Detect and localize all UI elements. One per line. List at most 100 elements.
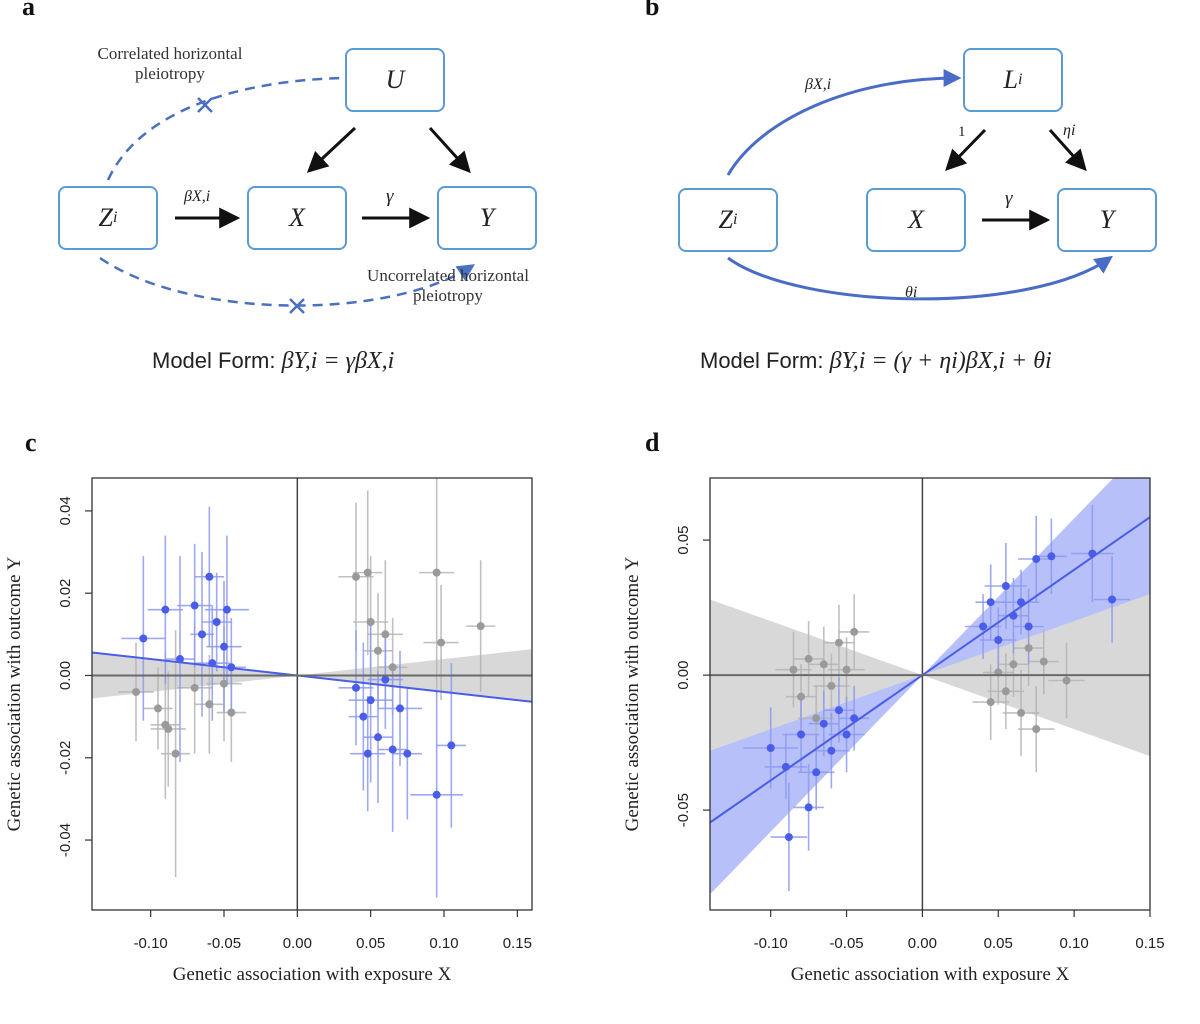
blue-point — [205, 572, 214, 581]
edge-label-one: 1 — [958, 124, 966, 140]
gray-point — [789, 665, 798, 674]
edge-label-theta: θi — [905, 284, 918, 301]
blue-point — [819, 719, 828, 728]
node-z-b-label: Z — [718, 205, 733, 234]
gray-point — [220, 679, 228, 688]
panel-b-letter: b — [645, 0, 660, 21]
blue-point — [1047, 552, 1056, 561]
edge-l-y — [1048, 128, 1087, 172]
blue-point — [447, 741, 456, 750]
x-tick-label: -0.10 — [754, 935, 788, 952]
node-x-b-label: X — [908, 205, 924, 234]
gray-point — [1024, 644, 1033, 653]
blue-point — [784, 833, 793, 842]
node-z-label: Z — [98, 203, 113, 232]
node-u-label: U — [385, 65, 405, 94]
plot-frame — [91, 477, 533, 911]
gray-point — [388, 663, 397, 672]
correlated-label-line-1: Correlated horizontal — [97, 44, 243, 63]
gray-point — [1032, 725, 1041, 734]
gray-point — [819, 660, 828, 669]
gray-point — [804, 654, 813, 663]
model-a-prefix: Model Form: — [152, 348, 282, 373]
gray-point — [842, 665, 851, 674]
blue-point — [139, 634, 148, 643]
gray-point — [476, 622, 485, 631]
panel-a-letter: a — [22, 0, 35, 21]
gray-point — [850, 627, 859, 636]
edge-u-y — [428, 126, 471, 174]
blue-point — [403, 749, 412, 758]
node-y-label: Y — [479, 203, 495, 232]
gray-point — [834, 638, 843, 647]
blue-point — [388, 745, 397, 754]
gray-point — [1009, 660, 1018, 669]
gray-point — [205, 700, 214, 709]
x-tick-label: 0.15 — [503, 935, 532, 952]
y-tick-label: -0.02 — [57, 741, 74, 775]
blue-point — [797, 730, 806, 739]
blue-point — [374, 733, 382, 742]
blue-point — [986, 598, 995, 607]
node-l-subscript: i — [1018, 71, 1023, 88]
blue-point — [396, 704, 404, 713]
node-u: U — [345, 48, 445, 112]
y-tick-label: 0.00 — [57, 661, 74, 690]
x-tick-label: 0.10 — [429, 935, 458, 952]
gray-point — [366, 618, 375, 626]
blue-point — [366, 696, 375, 705]
x-tick-label: -0.05 — [207, 935, 241, 952]
gray-point — [1062, 676, 1071, 685]
cross-uncorrelated — [289, 298, 305, 314]
gray-point — [1017, 708, 1026, 717]
gray-point — [154, 704, 162, 713]
y-tick-label: 0.00 — [675, 660, 692, 689]
blue-point — [161, 605, 170, 614]
blue-point — [766, 744, 775, 752]
blue-fit-line — [710, 516, 1150, 824]
x-tick-label: 0.10 — [1060, 935, 1089, 952]
x-tick-label: -0.05 — [829, 935, 863, 952]
edge-uncorrelated-pleiotropy — [99, 256, 475, 307]
edge-l-x — [945, 128, 987, 172]
model-b-equation: βY,i = (γ + ηi)βX,i + θi — [829, 348, 1052, 374]
x-tick-label: 0.05 — [984, 935, 1013, 952]
correlated-pleiotropy-label: Correlated horizontal pleiotropy — [70, 44, 270, 84]
gray-point — [432, 568, 441, 577]
blue-point — [432, 790, 441, 799]
x-axis-title: Genetic association with exposure X — [791, 964, 1070, 985]
gray-point — [1039, 657, 1048, 666]
gray-point — [190, 683, 199, 692]
uncorrelated-pleiotropy-label: Uncorrelated horizontal pleiotropy — [338, 266, 558, 306]
node-x-b: X — [866, 188, 966, 252]
blue-point — [1001, 582, 1010, 590]
model-a-equation: βY,i = γβX,i — [281, 348, 395, 374]
blue-point — [1024, 622, 1033, 631]
x-tick-label: -0.10 — [134, 935, 168, 952]
blue-point — [842, 730, 851, 739]
blue-point — [381, 675, 390, 684]
blue-point — [994, 636, 1003, 644]
gray-point — [374, 646, 382, 655]
gray-point — [352, 572, 360, 581]
edge-z-y-theta — [727, 255, 1113, 301]
gray-point — [812, 714, 821, 723]
panel-a-diagram-edges — [99, 76, 475, 314]
plot-area — [92, 478, 532, 910]
edge-label-beta-x: βX,i — [184, 188, 211, 205]
x-tick-label: 0.15 — [1135, 935, 1164, 952]
blue-point — [1108, 595, 1117, 604]
plot-area — [710, 478, 1150, 910]
node-y: Y — [437, 186, 537, 250]
blue-point — [190, 601, 199, 610]
x-tick-label: 0.00 — [908, 935, 937, 952]
blue-point — [176, 655, 184, 664]
y-tick-label: -0.04 — [57, 823, 74, 857]
blue-point — [222, 605, 231, 614]
y-tick-label: 0.02 — [57, 579, 74, 608]
blue-point — [363, 749, 372, 758]
y-tick-label: 0.04 — [57, 496, 74, 525]
gray-point — [164, 724, 173, 733]
